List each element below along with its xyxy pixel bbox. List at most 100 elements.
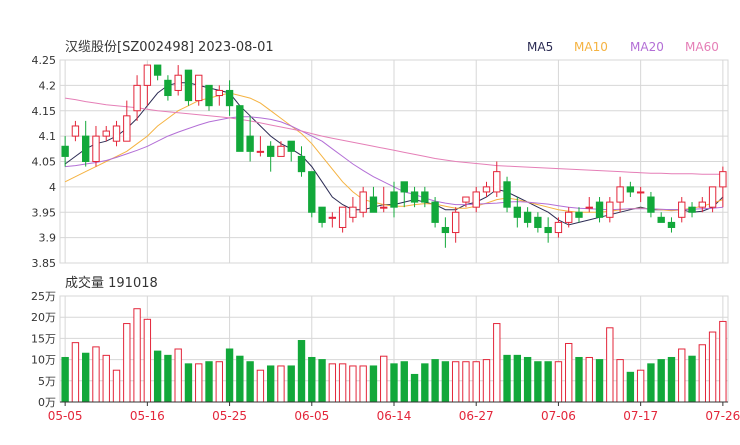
price-tick-label: 4.1 [39, 130, 57, 143]
candle-body [626, 186, 635, 193]
candle-body [102, 130, 110, 137]
candle-body [657, 216, 665, 223]
candle [636, 186, 645, 203]
volume-bar [246, 361, 254, 403]
candle-body [225, 89, 234, 107]
volume-bar [266, 365, 275, 403]
volume-bar [421, 363, 429, 403]
candle [493, 161, 501, 198]
candle [205, 84, 213, 111]
volume-bar [328, 363, 337, 403]
candle [369, 186, 378, 213]
volume-bar [153, 350, 162, 403]
volume-bar [82, 352, 90, 403]
candle [626, 181, 635, 198]
volume-bar [523, 356, 532, 403]
candle-body [647, 196, 655, 213]
candle [441, 217, 450, 248]
candle-body [349, 206, 357, 218]
volume-bar [719, 320, 727, 403]
candle [308, 171, 316, 218]
candle [431, 197, 439, 228]
volume-bar [123, 323, 131, 403]
volume-bar [441, 361, 450, 403]
volume-bar [410, 373, 419, 403]
x-tick-label: 05-25 [212, 409, 247, 423]
candle [266, 141, 275, 172]
candle [657, 212, 665, 223]
volume-bar [534, 361, 542, 403]
candle [708, 186, 717, 213]
price-tick-label: 4.15 [32, 105, 57, 118]
candle-body [92, 135, 100, 162]
candle-body [246, 135, 254, 152]
volume-bar [708, 331, 717, 403]
candle [61, 136, 69, 167]
volume-bar [71, 342, 80, 403]
candle [462, 196, 470, 208]
volume-bar [133, 308, 141, 403]
candle [71, 120, 80, 142]
candle-body [678, 201, 686, 218]
volume-bar [462, 361, 470, 403]
candle [565, 207, 573, 228]
volume-bar [698, 344, 706, 403]
candle-body [431, 201, 439, 223]
candle-body [112, 125, 121, 142]
candle [410, 186, 419, 208]
candle [338, 206, 347, 233]
price-tick-label: 3.9 [39, 232, 57, 245]
candle-body [174, 74, 182, 91]
x-tick-label: 05-05 [48, 409, 83, 423]
candle [390, 181, 398, 218]
price-tick-label: 4.2 [39, 79, 57, 92]
candle-body [287, 140, 295, 152]
candle-body [616, 186, 624, 203]
volume-bar [184, 363, 193, 403]
candle-body [133, 84, 141, 112]
candle-body [667, 221, 676, 228]
volume-tick-label: 5万 [38, 375, 56, 388]
x-tick-label: 06-27 [459, 409, 494, 423]
candle [647, 191, 655, 218]
candlestick-layer [61, 64, 727, 248]
candle-body [513, 206, 522, 218]
candle-body [164, 79, 172, 97]
candle [123, 100, 131, 142]
volume-bar [678, 348, 686, 403]
volume-bar [503, 354, 511, 403]
candle-body [719, 171, 727, 188]
volume-bar [164, 354, 172, 403]
volume-bar [380, 355, 388, 403]
candle-body [554, 221, 563, 234]
candle-body [544, 226, 552, 234]
volume-bar [277, 365, 285, 403]
volume-bar [338, 363, 347, 403]
candle [667, 217, 676, 233]
candle [421, 186, 429, 208]
candle [225, 80, 234, 116]
volume-bar [287, 365, 295, 403]
volume-bar [359, 365, 367, 403]
chart-title: 汉缆股份[SZ002498] 2023-08-01 [65, 39, 274, 55]
volume-bar [636, 369, 645, 403]
x-tick-label: 06-14 [377, 409, 412, 423]
candle-body [421, 191, 429, 203]
candle-body [328, 216, 337, 219]
volume-bar [308, 356, 316, 403]
candle [513, 197, 522, 228]
volume-bar [215, 361, 223, 403]
candle [688, 202, 696, 218]
candle [215, 85, 223, 106]
candle [451, 207, 460, 243]
volume-bar [225, 348, 234, 403]
volume-bar [174, 348, 182, 403]
candle [92, 125, 100, 167]
candle-body [493, 171, 501, 193]
candle-body [266, 145, 275, 157]
x-tick-label: 07-06 [541, 409, 576, 423]
candle [287, 140, 295, 162]
candle-body [503, 181, 511, 208]
candle-body [441, 226, 450, 234]
